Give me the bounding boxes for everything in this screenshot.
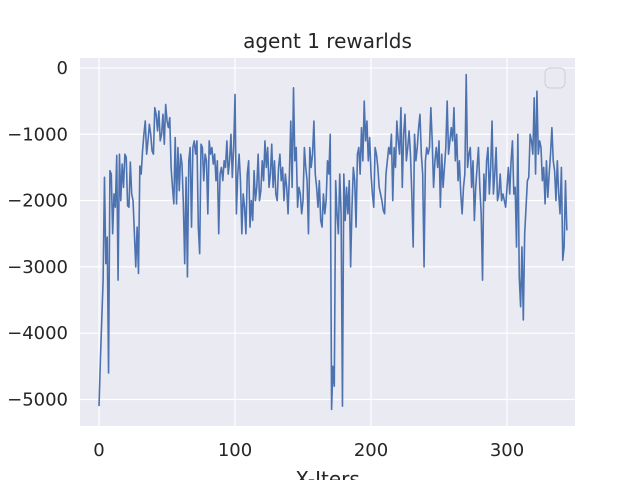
chart-title: agent 1 rewarlds	[243, 29, 412, 53]
x-tick-label: 100	[218, 440, 252, 461]
x-axis-label: X-Iters	[295, 467, 360, 480]
x-tick-labels: 0 100 200 300	[93, 440, 524, 461]
y-tick-labels: 0 −1000 −2000 −3000 −4000 −5000	[7, 58, 68, 411]
series-line	[98, 73, 568, 411]
y-tick-label: 0	[57, 58, 68, 79]
y-tick-label: −1000	[7, 124, 68, 145]
x-tick-label: 200	[354, 440, 388, 461]
x-tick-label: 300	[490, 440, 524, 461]
y-tick-label: −5000	[7, 389, 68, 410]
x-tick-label: 0	[93, 440, 104, 461]
legend-box	[544, 67, 566, 89]
y-tick-label: −3000	[7, 257, 68, 278]
grid	[80, 58, 575, 426]
y-tick-label: −4000	[7, 323, 68, 344]
y-tick-label: −2000	[7, 191, 68, 212]
